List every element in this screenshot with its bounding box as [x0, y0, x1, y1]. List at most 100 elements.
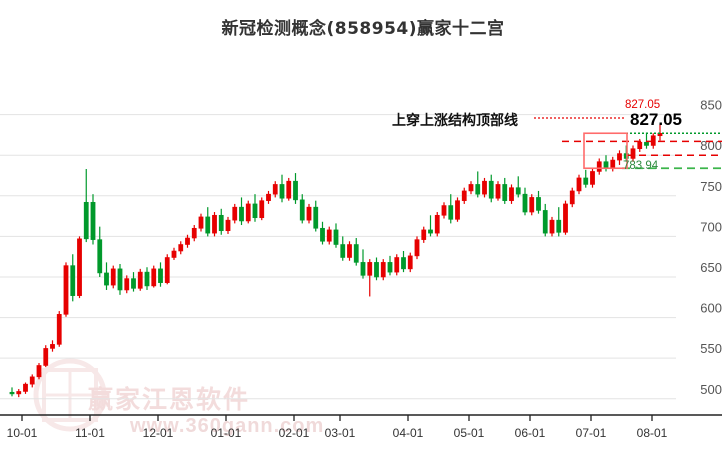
candle-body — [16, 391, 22, 395]
candle-body — [590, 171, 595, 185]
candle-body — [434, 214, 440, 234]
candle-body — [313, 206, 319, 229]
x-axis-tick: 07-01 — [576, 426, 607, 440]
x-axis-tick: 12-01 — [143, 426, 174, 440]
candle-body — [549, 219, 555, 234]
candle-body — [583, 177, 589, 185]
candle-body — [43, 348, 49, 366]
candle-body — [56, 314, 62, 345]
candle-body — [320, 227, 325, 242]
candle-body — [218, 214, 224, 232]
candle-body — [29, 376, 35, 385]
x-axis-tick: 03-01 — [325, 426, 356, 440]
candle-body — [158, 268, 163, 283]
candle-body — [97, 239, 103, 274]
y-axis-tick: 850 — [700, 98, 722, 113]
candle-body — [522, 193, 528, 213]
candle-body — [576, 177, 582, 192]
candle-body — [232, 206, 238, 221]
candle-body — [509, 187, 514, 201]
candle-body — [394, 257, 400, 273]
candle-body — [360, 262, 366, 276]
candle-body — [131, 278, 136, 289]
candle-body — [482, 180, 487, 195]
candle-body — [455, 200, 460, 220]
candle-body — [515, 187, 521, 195]
candle-body — [9, 391, 15, 395]
candle-body — [245, 203, 251, 222]
candle-body — [502, 184, 508, 201]
breakout-highlight-box — [583, 132, 628, 170]
y-axis-tick: 500 — [700, 382, 722, 397]
y-axis-tick: 650 — [700, 260, 722, 275]
x-axis-tick: 10-01 — [7, 426, 38, 440]
candle-body — [468, 184, 474, 192]
watermark-brand: 赢家江恩软件 — [88, 385, 251, 414]
candle-body — [441, 205, 447, 216]
candle-body — [367, 262, 373, 276]
candle-body — [225, 219, 231, 232]
x-axis-tick: 08-01 — [637, 426, 668, 440]
candle-body — [401, 257, 406, 270]
candle-body — [488, 180, 494, 199]
candle-body — [536, 197, 541, 211]
candle-body — [90, 201, 96, 240]
candle-body — [340, 244, 346, 258]
candle-body — [191, 227, 197, 239]
candle-body — [637, 141, 643, 150]
candle-body — [306, 206, 312, 221]
candle-body — [596, 161, 602, 172]
candle-body — [171, 250, 177, 258]
x-axis-tick: 11-01 — [75, 426, 105, 440]
candle-body — [475, 184, 481, 195]
candle-body — [333, 229, 339, 245]
candle-body — [630, 148, 636, 159]
candle-body — [650, 135, 656, 146]
candle-body — [421, 229, 427, 240]
candle-body — [272, 184, 278, 195]
candle-body — [495, 184, 501, 199]
candle-body — [144, 271, 150, 287]
candle-body — [299, 199, 305, 221]
x-axis-tick: 06-01 — [515, 426, 546, 440]
watermark-url: www.360gann.com — [130, 415, 325, 437]
candle-body — [387, 262, 393, 273]
candle-body — [117, 268, 123, 291]
candle-body — [286, 180, 292, 199]
candle-body — [124, 278, 130, 291]
candle-body — [70, 265, 76, 296]
candle-body — [347, 244, 352, 258]
candle-body — [178, 244, 184, 252]
candle-body — [603, 161, 609, 169]
candle-body — [205, 216, 211, 234]
candle-body — [556, 219, 562, 233]
candle-body — [110, 268, 116, 286]
candle-body — [448, 205, 454, 220]
candle-body — [23, 383, 28, 392]
y-axis-tick: 750 — [700, 179, 722, 194]
candle-body — [326, 229, 332, 242]
candle-body — [185, 237, 190, 245]
candle-body — [617, 153, 622, 161]
candle-body — [198, 216, 204, 229]
candle-body — [164, 257, 170, 283]
candle-body — [529, 197, 535, 213]
candle-body — [414, 239, 420, 257]
y-axis-tick: 700 — [700, 219, 722, 234]
candle-body — [239, 206, 244, 222]
y-axis-tick: 550 — [700, 341, 722, 356]
candle-body — [293, 180, 298, 201]
candle-body — [279, 184, 285, 199]
candle-body — [380, 262, 386, 278]
bottom-line-price-label: 783.94 — [623, 160, 659, 172]
page-title: 新冠检测概念(858954)赢家十二宫 — [221, 19, 505, 39]
candle-body — [266, 193, 271, 201]
candle-body — [104, 272, 109, 286]
candle-body — [407, 255, 413, 270]
candle-body — [569, 190, 575, 205]
candle-body — [428, 229, 433, 234]
candle-body — [461, 190, 467, 201]
candle-body — [259, 200, 265, 219]
